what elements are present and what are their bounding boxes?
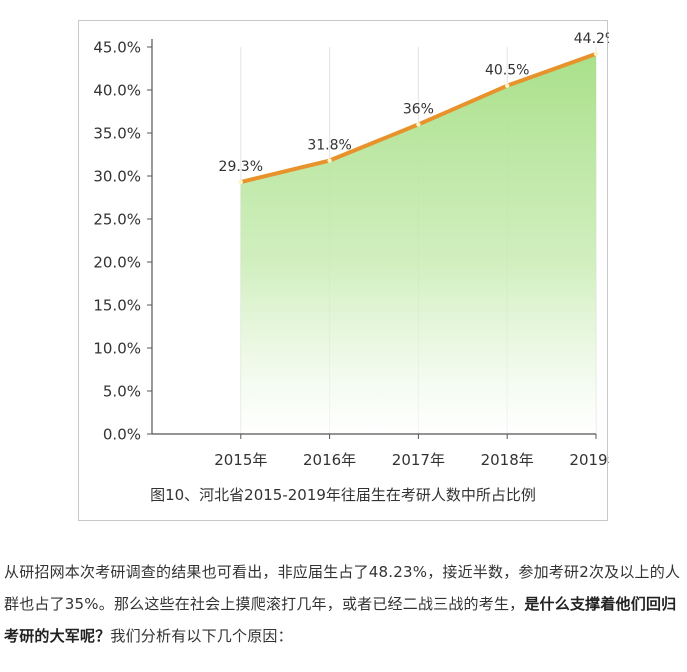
y-tick-label: 45.0% [93,39,141,57]
article-bold-question: 是什么支撑着他们回归考研的大军呢？ [4,595,677,645]
data-point [505,83,510,88]
area-layer [240,53,597,434]
y-tick-label: 35.0% [93,125,141,143]
data-label: 31.8% [307,138,351,154]
figure-frame: 0.0% 5.0% 10.0% 15.0% 20.0% 25.0% 30.0% 35.0% 40… [78,20,609,521]
x-tick-label: 2016年 [303,451,356,469]
data-label: 44.2% [574,31,609,47]
y-tick-label: 30.0% [93,168,141,186]
y-tick-label: 10.0% [93,340,141,358]
y-tick-label: 5.0% [103,383,141,401]
x-tick-label: 2018年 [481,451,534,469]
label-layer: 0.0% 5.0% 10.0% 15.0% 20.0% 25.0% 30.0% 35.0% 40… [93,31,609,469]
y-tick-label: 0.0% [103,426,141,444]
x-tick-label: 2015年 [214,451,267,469]
line-layer [238,51,599,185]
data-point [416,122,421,127]
y-tick-label: 25.0% [93,211,141,229]
data-point [238,179,243,185]
article-paragraph: 从研招网本次考研调查的结果也可看出，非应届生占了48.23%，接近半数，参加考研… [4,556,687,652]
data-label: 40.5% [485,63,529,79]
article-text-part2: 我们分析有以下几个原因： [110,627,293,645]
y-tick-label: 15.0% [93,297,141,315]
x-tick-label: 2019年 [569,451,609,469]
data-label: 36% [403,101,434,117]
article-text-part1: 从研招网本次考研调查的结果也可看出，非应届生占了48.23%，接近半数，参加考研… [4,563,681,613]
data-point [593,51,599,57]
area-fill [240,53,597,434]
figure-caption: 图10、河北省2015-2019年往届生在考研人数中所占比例 [150,486,536,504]
x-tick-label: 2017年 [392,451,445,469]
y-tick-label: 20.0% [93,254,141,272]
axis-layer [147,39,597,439]
area-chart: 0.0% 5.0% 10.0% 15.0% 20.0% 25.0% 30.0% 35.0% 40… [93,31,609,469]
data-point [327,158,332,163]
data-label: 29.3% [219,159,263,175]
y-tick-label: 40.0% [93,82,141,100]
